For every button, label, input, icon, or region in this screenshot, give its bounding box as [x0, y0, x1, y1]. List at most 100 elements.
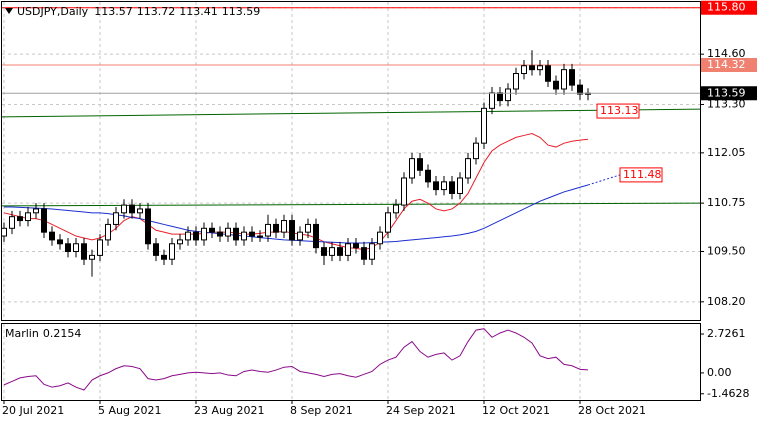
candle-body [425, 169, 431, 183]
indicator-panel-border [1, 323, 701, 401]
x-tick-label: 20 Jul 2021 [2, 404, 64, 417]
close: 113.59 [222, 5, 261, 18]
candle-body [241, 231, 247, 241]
y-tick-label: 0.00 [707, 366, 732, 379]
candle-body [529, 65, 535, 71]
candle-body [113, 212, 119, 225]
x-tick-label: 8 Sep 2021 [290, 404, 353, 417]
candle-body [41, 208, 47, 233]
indicator-line [3, 328, 589, 391]
candle-body [497, 92, 503, 102]
annotation-label: 111.48 [623, 168, 662, 181]
candle-body [233, 227, 239, 241]
candle-body [281, 220, 287, 233]
candle-body [169, 243, 175, 260]
candle-body [145, 208, 151, 245]
high: 113.72 [137, 5, 176, 18]
candle-body [97, 239, 103, 256]
candle-body [433, 181, 439, 191]
candle-body [449, 181, 455, 194]
candle-body [353, 243, 359, 249]
indicator-header: Marlin 0.2154 [5, 327, 81, 340]
candle-body [521, 65, 527, 75]
candle-body [417, 158, 423, 171]
header-triangle [5, 8, 13, 14]
candle-body [401, 177, 407, 206]
candle-body [409, 158, 415, 179]
candle-body [209, 227, 215, 233]
candle-body [489, 92, 495, 109]
current-price-bg [701, 86, 757, 101]
level-label-bg [701, 0, 757, 15]
candle-body [9, 216, 15, 229]
candle-body [457, 177, 463, 194]
candle-body [537, 65, 543, 71]
indicator-name: Marlin [5, 327, 39, 340]
candle-body [177, 239, 183, 245]
level-label: 114.32 [707, 58, 746, 71]
candle-body [297, 231, 303, 241]
candle-body [153, 243, 159, 256]
y-tick-label: 113.30 [707, 97, 746, 110]
candle-body [465, 158, 471, 179]
main-panel-border [1, 1, 701, 321]
candle-body [257, 235, 263, 238]
candle-body [337, 247, 343, 256]
annotation-box [619, 167, 663, 183]
candle-body [265, 223, 271, 237]
candle-body [505, 88, 511, 102]
x-tick-label: 23 Aug 2021 [194, 404, 264, 417]
candle-body [201, 227, 207, 241]
trend-line [1, 108, 701, 118]
candle-body [89, 254, 95, 260]
projection-line [587, 174, 621, 186]
candle-body [313, 223, 319, 249]
level-label: 115.80 [707, 1, 746, 14]
y-tick-label: 109.50 [707, 245, 746, 258]
candle-body [33, 208, 39, 214]
candle-body [345, 243, 351, 256]
candle-body [513, 73, 519, 90]
candle-body [137, 208, 143, 214]
candle-body [561, 69, 567, 90]
candle-body [193, 231, 199, 241]
candle-body [481, 107, 487, 144]
indicator-value: 0.2154 [43, 327, 82, 340]
x-tick-label: 12 Oct 2021 [482, 404, 550, 417]
candle-body [129, 204, 135, 214]
candle-body [377, 231, 383, 245]
candle-body [225, 227, 231, 237]
candle-body [305, 223, 311, 233]
y-tick-label: 108.20 [707, 295, 746, 308]
candle-body [57, 239, 63, 245]
candle-body [369, 243, 375, 260]
trend-line [1, 202, 701, 207]
candle-body [73, 243, 79, 253]
candle-body [65, 243, 71, 253]
y-tick-label: 112.05 [707, 146, 746, 159]
candle-body [441, 181, 447, 191]
candle-body [545, 65, 551, 82]
candle-body [553, 80, 559, 90]
annotation-label: 113.13 [600, 104, 639, 117]
candle-body [161, 254, 167, 260]
level-label-bg [701, 58, 757, 73]
candle-body [321, 247, 327, 256]
annotation-box [596, 103, 640, 119]
candle-body [385, 212, 391, 233]
y-tick-label: 114.60 [707, 47, 746, 60]
symbol: USDJPY,Daily [17, 5, 89, 18]
candle-body [289, 220, 295, 241]
candle-body [1, 227, 7, 237]
low: 113.41 [179, 5, 218, 18]
candle-body [217, 231, 223, 237]
candle-body [577, 84, 583, 95]
ma-line [3, 132, 589, 251]
y-tick-label: 2.7261 [707, 327, 746, 340]
candle-body [249, 231, 255, 237]
candle-body [273, 223, 279, 233]
current-price-label: 113.59 [707, 86, 746, 99]
candle-body [25, 212, 31, 222]
